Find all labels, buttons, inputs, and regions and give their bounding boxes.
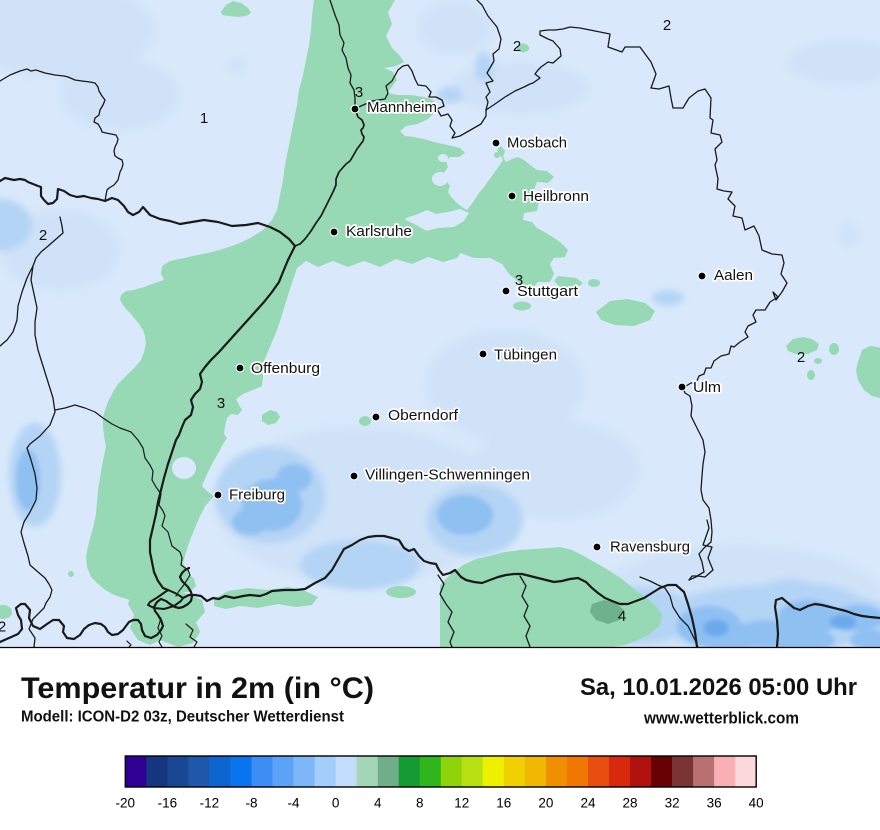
svg-text:20: 20	[538, 796, 553, 811]
svg-text:Ulm: Ulm	[693, 379, 721, 396]
svg-text:Sa, 10.01.2026 05:00 Uhr: Sa, 10.01.2026 05:00 Uhr	[580, 674, 857, 701]
svg-text:Temperatur in 2m (in °C): Temperatur in 2m (in °C)	[21, 672, 374, 705]
svg-text:Offenburg: Offenburg	[251, 360, 320, 377]
svg-text:3: 3	[217, 395, 225, 412]
svg-text:Aalen: Aalen	[714, 267, 753, 284]
svg-text:2: 2	[0, 619, 6, 636]
svg-text:2: 2	[39, 227, 47, 244]
svg-text:-16: -16	[158, 796, 178, 811]
svg-text:28: 28	[622, 796, 637, 811]
svg-text:4: 4	[374, 796, 382, 811]
svg-text:4: 4	[618, 608, 626, 625]
svg-text:3: 3	[355, 84, 363, 101]
svg-text:40: 40	[749, 796, 764, 811]
svg-text:3: 3	[515, 272, 523, 289]
svg-text:Oberndorf: Oberndorf	[388, 407, 459, 424]
svg-text:-12: -12	[200, 796, 220, 811]
svg-text:8: 8	[416, 796, 424, 811]
svg-text:-20: -20	[116, 796, 136, 811]
svg-text:Tübingen: Tübingen	[494, 347, 557, 364]
svg-text:12: 12	[454, 796, 469, 811]
svg-text:2: 2	[513, 38, 521, 55]
svg-text:32: 32	[665, 796, 680, 811]
svg-text:www.wetterblick.com: www.wetterblick.com	[643, 710, 799, 728]
svg-text:2: 2	[663, 17, 671, 34]
svg-text:24: 24	[580, 796, 596, 811]
svg-text:1: 1	[200, 110, 208, 127]
svg-text:Heilbronn: Heilbronn	[523, 188, 589, 205]
svg-text:-4: -4	[287, 796, 299, 811]
svg-text:Karlsruhe: Karlsruhe	[346, 223, 412, 240]
svg-text:Mosbach: Mosbach	[507, 135, 567, 152]
svg-text:16: 16	[496, 796, 511, 811]
svg-text:0: 0	[332, 796, 340, 811]
svg-text:Modell: ICON-D2 03z, Deutscher: Modell: ICON-D2 03z, Deutscher Wetterdie…	[21, 709, 344, 726]
svg-text:Ravensburg: Ravensburg	[610, 539, 690, 556]
svg-text:-8: -8	[245, 796, 257, 811]
svg-text:Mannheim: Mannheim	[367, 99, 437, 116]
svg-text:36: 36	[707, 796, 722, 811]
svg-text:Freiburg: Freiburg	[229, 487, 285, 504]
svg-text:Stuttgart: Stuttgart	[517, 283, 579, 300]
svg-text:Villingen-Schwenningen: Villingen-Schwenningen	[365, 467, 530, 484]
svg-text:2: 2	[797, 349, 805, 366]
